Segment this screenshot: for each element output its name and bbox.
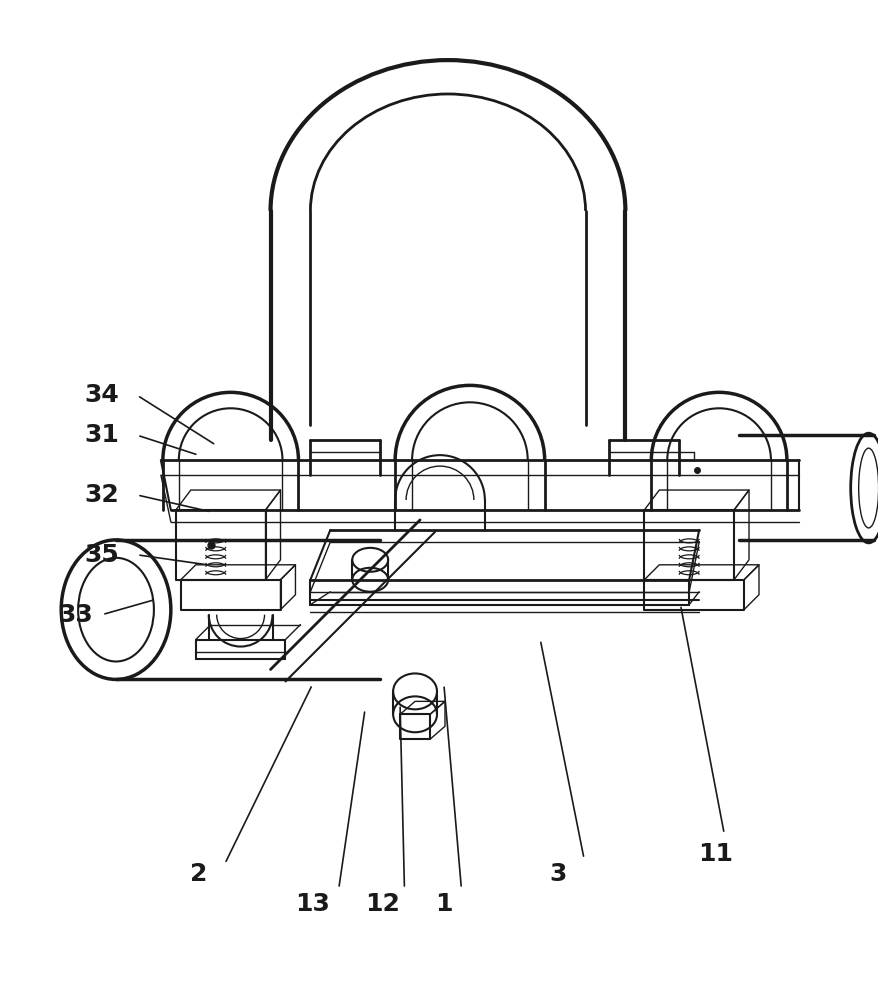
Text: 32: 32 [84, 483, 119, 507]
Text: 11: 11 [697, 842, 732, 866]
Text: 31: 31 [84, 423, 119, 447]
Text: 3: 3 [549, 862, 565, 886]
Text: 12: 12 [364, 892, 399, 916]
Text: 34: 34 [84, 383, 119, 407]
Text: 1: 1 [435, 892, 452, 916]
Text: 2: 2 [190, 862, 207, 886]
Text: 13: 13 [295, 892, 329, 916]
Text: 35: 35 [84, 543, 119, 567]
Text: 33: 33 [59, 603, 93, 627]
